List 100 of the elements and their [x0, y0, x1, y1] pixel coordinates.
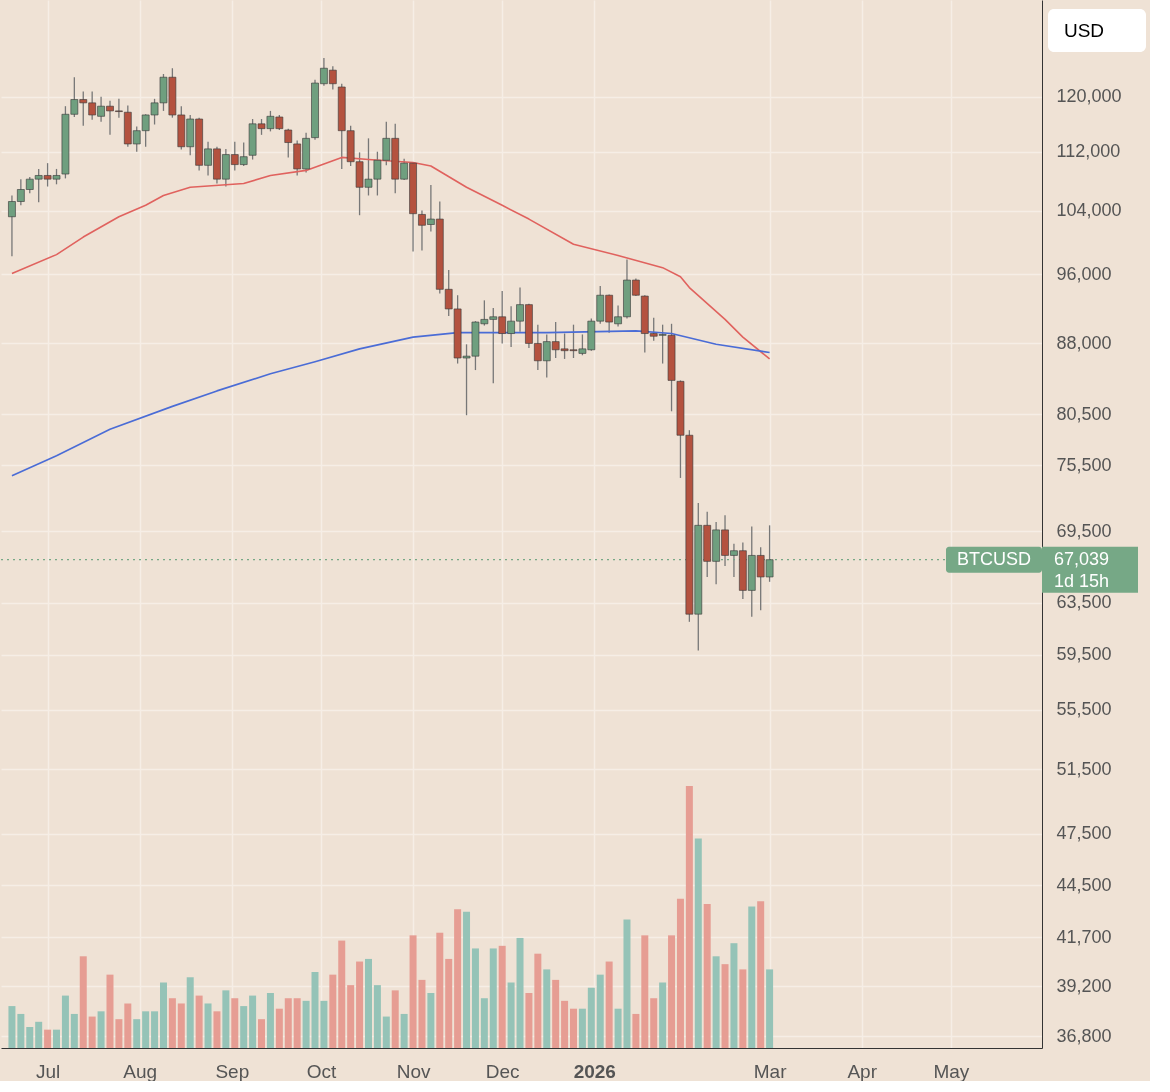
- y-tick-label: 112,000: [1056, 141, 1121, 162]
- bar: [703, 903, 711, 1048]
- bar: [543, 969, 551, 1048]
- y-tick-label: 47,500: [1056, 823, 1112, 844]
- x-tick-label: Aug: [123, 1060, 158, 1082]
- bar: [88, 1016, 96, 1048]
- y-tick-label: 75,500: [1056, 454, 1112, 475]
- bar: [454, 909, 462, 1048]
- x-tick-label: Mar: [753, 1060, 788, 1082]
- text: USD: [1063, 20, 1105, 41]
- bar: [605, 961, 613, 1048]
- x-tick-label: Sep: [215, 1060, 250, 1082]
- bar: [471, 948, 479, 1048]
- bar: [659, 982, 667, 1048]
- bar: [249, 995, 257, 1048]
- bar: [106, 974, 114, 1048]
- bar: [463, 911, 471, 1048]
- y-tick-label: 104,000: [1056, 200, 1122, 221]
- ref-line-label: BTCUSD: [956, 548, 1032, 569]
- bar: [186, 977, 194, 1048]
- y-tick-label: 69,500: [1056, 520, 1112, 541]
- y-tick-label: 63,500: [1056, 592, 1112, 613]
- bar: [97, 1011, 105, 1048]
- x-tick-label: Nov: [396, 1060, 431, 1082]
- bar: [61, 995, 69, 1048]
- bar: [240, 1006, 248, 1048]
- bar: [400, 1013, 408, 1048]
- bar: [480, 998, 488, 1048]
- bar: [293, 998, 301, 1048]
- bar: [213, 1011, 221, 1048]
- bar: [516, 937, 524, 1048]
- bar: [329, 974, 337, 1048]
- bar: [284, 998, 292, 1048]
- bar: [694, 838, 702, 1048]
- candlestick: [284, 127, 293, 159]
- bar: [578, 1008, 586, 1048]
- bar: [373, 985, 381, 1048]
- bar: [258, 1019, 266, 1048]
- bar: [730, 943, 738, 1048]
- bar: [142, 1011, 150, 1048]
- bar: [356, 961, 364, 1048]
- y-tick-label: 39,200: [1056, 975, 1112, 996]
- text: 1d 15h: [1054, 570, 1110, 591]
- bar: [115, 1019, 123, 1048]
- x-tick-label: Dec: [485, 1060, 520, 1082]
- text: 67,039: [1054, 548, 1110, 569]
- bar: [347, 985, 355, 1048]
- bar: [587, 987, 595, 1048]
- bar: [668, 935, 676, 1048]
- bar: [676, 898, 684, 1048]
- bar: [650, 998, 658, 1048]
- bar: [124, 1003, 132, 1048]
- x-tick-label: Oct: [306, 1060, 337, 1082]
- x-tick-label: May: [933, 1060, 970, 1082]
- bar: [382, 1016, 390, 1048]
- bar: [685, 786, 693, 1048]
- bar: [8, 1006, 16, 1048]
- bar: [275, 1008, 283, 1048]
- bar: [766, 969, 774, 1048]
- bar: [177, 1003, 185, 1048]
- bar: [195, 995, 203, 1048]
- bar: [222, 990, 230, 1048]
- line-series: [11, 330, 771, 477]
- x-tick-label: 2026: [573, 1060, 616, 1082]
- line-series: [11, 156, 771, 360]
- bar: [53, 1029, 61, 1048]
- bar: [79, 956, 87, 1048]
- bar: [26, 1027, 34, 1048]
- bar: [498, 945, 506, 1048]
- bar: [391, 990, 399, 1048]
- bar: [570, 1008, 577, 1048]
- bar: [35, 1021, 43, 1048]
- y-tick-label: 80,500: [1056, 403, 1112, 424]
- bar: [596, 974, 604, 1048]
- bar: [266, 992, 274, 1048]
- x-tick-label: Apr: [847, 1060, 878, 1082]
- bar: [159, 982, 167, 1048]
- y-tick-label: 44,500: [1056, 874, 1112, 895]
- bar: [70, 1013, 78, 1048]
- y-tick-label: 88,000: [1056, 332, 1112, 353]
- y-tick-label: 59,500: [1056, 644, 1112, 665]
- y-tick-label: 51,500: [1056, 758, 1112, 779]
- bar: [507, 982, 515, 1048]
- bar: [534, 953, 542, 1048]
- bar: [552, 979, 560, 1048]
- y-tick-label: 41,700: [1056, 926, 1112, 947]
- bar: [302, 1000, 310, 1048]
- bar: [525, 992, 533, 1048]
- bar: [489, 948, 497, 1048]
- bar: [204, 1003, 212, 1048]
- bar: [44, 1029, 52, 1048]
- bar: [133, 1019, 141, 1048]
- bar: [364, 958, 372, 1048]
- bar: [168, 998, 176, 1048]
- bar: [338, 940, 346, 1048]
- bar: [561, 1000, 569, 1048]
- bar: [427, 992, 435, 1048]
- bar: [445, 958, 453, 1048]
- bar: [17, 1013, 25, 1048]
- x-tick-label: Jul: [35, 1060, 61, 1082]
